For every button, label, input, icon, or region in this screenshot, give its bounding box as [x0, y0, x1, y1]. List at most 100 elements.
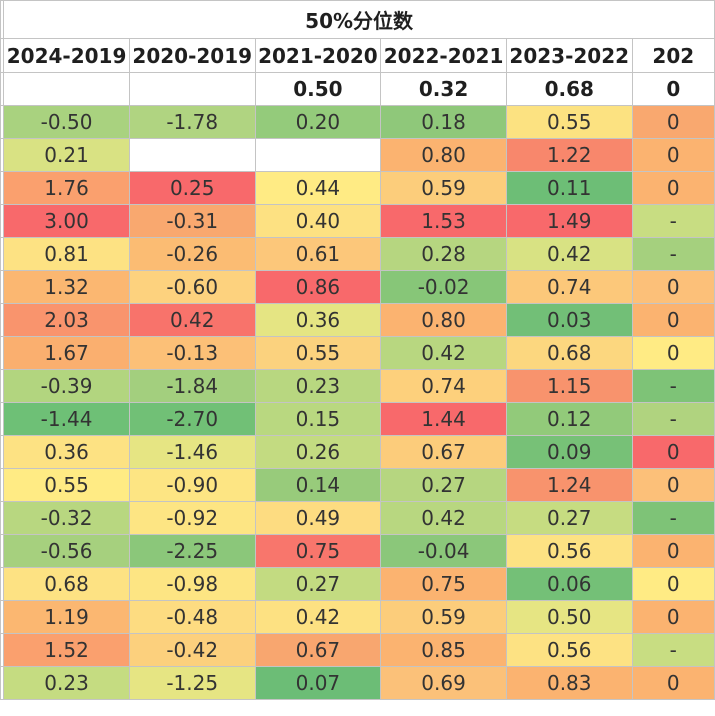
value-cell[interactable]: 0 [631, 435, 715, 469]
value-cell[interactable]: 0 [631, 534, 715, 568]
value-cell[interactable]: -1.78 [128, 105, 256, 139]
value-cell[interactable]: 0.14 [254, 468, 382, 502]
value-cell[interactable]: 0.44 [254, 171, 382, 205]
value-cell[interactable]: 0.75 [254, 534, 382, 568]
value-cell[interactable]: 0.56 [505, 633, 633, 667]
value-cell[interactable]: 0 [631, 567, 715, 601]
value-cell[interactable]: 0 [631, 105, 715, 139]
value-cell[interactable] [254, 138, 382, 172]
value-cell[interactable]: 3.00 [3, 204, 130, 238]
value-cell[interactable]: 0.21 [3, 138, 130, 172]
value-cell[interactable]: 1.15 [505, 369, 633, 403]
value-cell[interactable]: 0.55 [505, 105, 633, 139]
value-cell[interactable]: 0.20 [254, 105, 382, 139]
value-cell[interactable]: 0.27 [505, 501, 633, 535]
value-cell[interactable]: 0.59 [380, 171, 507, 205]
summary-cell[interactable]: 0.32 [380, 72, 507, 106]
value-cell[interactable]: - [631, 501, 715, 535]
value-cell[interactable]: 1.49 [505, 204, 633, 238]
value-cell[interactable]: 2.03 [3, 303, 130, 337]
value-cell[interactable]: 0.07 [254, 666, 382, 700]
value-cell[interactable]: 0.42 [505, 237, 633, 271]
value-cell[interactable]: 1.67 [3, 336, 130, 370]
value-cell[interactable]: 0.42 [380, 336, 507, 370]
value-cell[interactable]: 0.74 [505, 270, 633, 304]
column-header[interactable]: 2022-2021 [380, 38, 507, 73]
value-cell[interactable]: 0.55 [3, 468, 130, 502]
value-cell[interactable]: 0 [631, 666, 715, 700]
value-cell[interactable]: 0.28 [380, 237, 507, 271]
value-cell[interactable]: 0.26 [254, 435, 382, 469]
value-cell[interactable]: 0.03 [505, 303, 633, 337]
value-cell[interactable]: -2.25 [128, 534, 256, 568]
value-cell[interactable]: 0.80 [380, 303, 507, 337]
value-cell[interactable]: 0.86 [254, 270, 382, 304]
value-cell[interactable]: 0.69 [380, 666, 507, 700]
value-cell[interactable]: 0.27 [380, 468, 507, 502]
value-cell[interactable]: -0.26 [128, 237, 256, 271]
value-cell[interactable]: -0.39 [3, 369, 130, 403]
value-cell[interactable]: 0.15 [254, 402, 382, 436]
value-cell[interactable]: 0.42 [254, 600, 382, 634]
value-cell[interactable]: -1.25 [128, 666, 256, 700]
value-cell[interactable]: -0.98 [128, 567, 256, 601]
value-cell[interactable]: -0.04 [380, 534, 507, 568]
value-cell[interactable]: -0.13 [128, 336, 256, 370]
value-cell[interactable]: 0.23 [254, 369, 382, 403]
value-cell[interactable]: 1.32 [3, 270, 130, 304]
value-cell[interactable]: -0.31 [128, 204, 256, 238]
value-cell[interactable]: 1.19 [3, 600, 130, 634]
value-cell[interactable]: -1.44 [3, 402, 130, 436]
value-cell[interactable]: 0.55 [254, 336, 382, 370]
value-cell[interactable]: 0.67 [380, 435, 507, 469]
value-cell[interactable]: 0.68 [3, 567, 130, 601]
column-header[interactable]: 202 [631, 38, 715, 73]
value-cell[interactable]: 1.76 [3, 171, 130, 205]
value-cell[interactable]: 0 [631, 600, 715, 634]
value-cell[interactable]: 0.68 [505, 336, 633, 370]
value-cell[interactable]: 1.24 [505, 468, 633, 502]
value-cell[interactable]: 0 [631, 138, 715, 172]
value-cell[interactable]: - [631, 633, 715, 667]
value-cell[interactable]: -1.46 [128, 435, 256, 469]
value-cell[interactable]: 0.42 [380, 501, 507, 535]
value-cell[interactable]: 0.09 [505, 435, 633, 469]
summary-cell[interactable] [128, 72, 256, 106]
value-cell[interactable]: 0.85 [380, 633, 507, 667]
summary-cell[interactable]: 0.68 [505, 72, 633, 106]
value-cell[interactable]: -0.90 [128, 468, 256, 502]
value-cell[interactable]: 0 [631, 468, 715, 502]
value-cell[interactable]: 0.18 [380, 105, 507, 139]
value-cell[interactable]: 0.42 [128, 303, 256, 337]
summary-cell[interactable] [3, 72, 130, 106]
value-cell[interactable]: 0.40 [254, 204, 382, 238]
value-cell[interactable]: 0.74 [380, 369, 507, 403]
value-cell[interactable]: - [631, 402, 715, 436]
value-cell[interactable]: 0.80 [380, 138, 507, 172]
value-cell[interactable] [128, 138, 256, 172]
value-cell[interactable]: -0.42 [128, 633, 256, 667]
row-lead-cell[interactable] [0, 666, 5, 700]
value-cell[interactable]: 0.59 [380, 600, 507, 634]
value-cell[interactable]: 0.27 [254, 567, 382, 601]
value-cell[interactable]: - [631, 369, 715, 403]
summary-cell[interactable]: 0.50 [254, 72, 382, 106]
value-cell[interactable]: 0.56 [505, 534, 633, 568]
value-cell[interactable]: 0.50 [505, 600, 633, 634]
summary-cell[interactable]: 0 [631, 72, 715, 106]
value-cell[interactable]: 0.36 [3, 435, 130, 469]
value-cell[interactable]: -0.56 [3, 534, 130, 568]
value-cell[interactable]: 0.25 [128, 171, 256, 205]
value-cell[interactable]: - [631, 204, 715, 238]
value-cell[interactable]: 1.53 [380, 204, 507, 238]
value-cell[interactable]: -0.50 [3, 105, 130, 139]
value-cell[interactable]: 0 [631, 171, 715, 205]
column-header[interactable]: 2023-2022 [505, 38, 633, 73]
value-cell[interactable]: 0.06 [505, 567, 633, 601]
value-cell[interactable]: 0 [631, 270, 715, 304]
table-title[interactable]: 50%分位数 [3, 0, 715, 39]
value-cell[interactable]: 0.12 [505, 402, 633, 436]
value-cell[interactable]: 0.81 [3, 237, 130, 271]
value-cell[interactable]: -0.48 [128, 600, 256, 634]
value-cell[interactable]: -0.02 [380, 270, 507, 304]
